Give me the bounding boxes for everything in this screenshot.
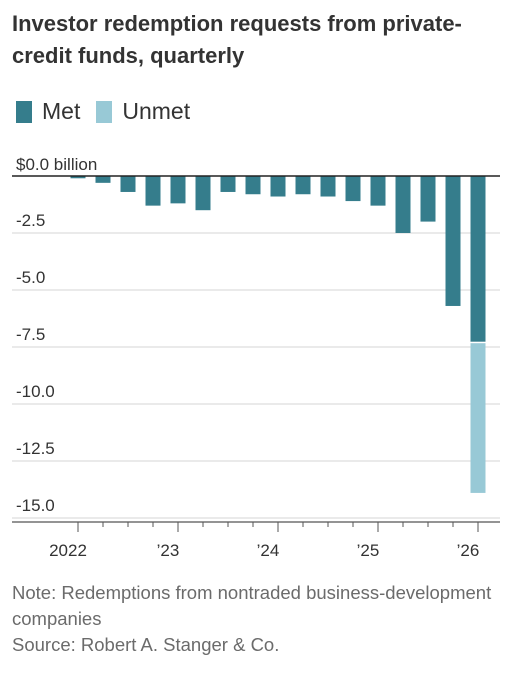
legend-swatch-met: [16, 100, 32, 123]
x-tick-label: ’24: [257, 541, 280, 560]
chart-title: Investor redemption requests from privat…: [12, 11, 462, 68]
bar-met: [120, 176, 136, 192]
x-tick-label: ’23: [157, 541, 180, 560]
bar-met: [220, 176, 236, 192]
x-tick-label: ’26: [457, 541, 480, 560]
legend-swatch-unmet: [96, 100, 113, 123]
note-text: Note: Redemptions from nontraded busines…: [12, 582, 492, 629]
y-tick-label: -7.5: [16, 325, 45, 344]
bar-met: [320, 176, 336, 197]
bar-met: [95, 176, 111, 183]
bar-met: [195, 176, 211, 211]
y-tick-label: -5.0: [16, 268, 45, 287]
x-tick-label: ’25: [357, 541, 380, 560]
y-tick-label: -15.0: [16, 496, 55, 515]
bar-met: [295, 176, 311, 195]
legend-item-met: Met: [16, 98, 80, 125]
legend-label-unmet: Unmet: [122, 98, 191, 124]
bar-met: [470, 176, 486, 343]
bar-met: [370, 176, 386, 206]
y-tick-label: -12.5: [16, 439, 55, 458]
y-tick-label: $0.0 billion: [16, 155, 97, 174]
bar-met: [170, 176, 186, 204]
bars: [70, 176, 486, 493]
gridlines: [12, 232, 500, 519]
y-tick-label: -10.0: [16, 382, 55, 401]
bar-met: [145, 176, 161, 206]
bar-met: [245, 176, 261, 195]
bar-met: [445, 176, 461, 306]
bar-met: [345, 176, 361, 202]
chart-legend: Met Unmet: [16, 98, 206, 125]
y-tick-label: -2.5: [16, 211, 45, 230]
bar-chart: $0.0 billion -2.5 -5.0 -7.5 -10.0 -12.5 -15.0 2…: [12, 155, 500, 560]
bar-met: [395, 176, 411, 233]
chart-notes: Note: Redemptions from nontraded busines…: [12, 580, 507, 658]
axes: $0.0 billion -2.5 -5.0 -7.5 -10.0 -12.5 -15.0 2…: [12, 155, 500, 560]
legend-item-unmet: Unmet: [96, 98, 190, 125]
bar-unmet: [470, 342, 486, 493]
x-tick-label: 2022: [49, 541, 87, 560]
bar-met: [70, 176, 86, 179]
bar-met: [270, 176, 286, 197]
legend-label-met: Met: [42, 98, 81, 124]
bar-met: [420, 176, 436, 222]
source-text: Source: Robert A. Stanger & Co.: [12, 634, 280, 655]
